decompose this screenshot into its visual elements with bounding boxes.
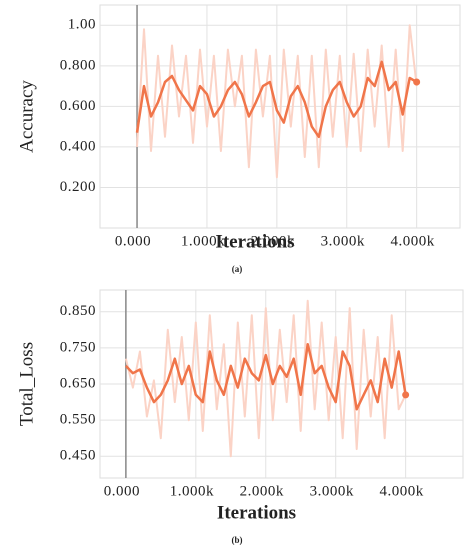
x-tick-label: 0.000	[104, 483, 140, 499]
end-point	[402, 391, 410, 399]
raw-line	[124, 299, 407, 458]
x-tick-label: 2.000k	[251, 233, 295, 249]
x-tick-label: 1.000k	[170, 483, 214, 499]
y-tick-label: 0.200	[60, 179, 96, 195]
x-tick-label: 3.000k	[310, 483, 354, 499]
x-tick-label: 2.000k	[240, 483, 284, 499]
x-tick-label: 0.000	[115, 233, 151, 249]
y-axis-title: Accuracy	[16, 80, 37, 153]
smoothed-line	[124, 342, 407, 411]
x-axis-title: Iterations	[215, 231, 294, 252]
y-tick-label: 0.550	[60, 412, 96, 428]
caption: (a)	[232, 264, 243, 274]
x-tick-label: 3.000k	[321, 233, 365, 249]
caption: (b)	[232, 535, 243, 545]
x-tick-label: 4.000k	[380, 483, 424, 499]
x-axis-title: Iterations	[217, 502, 296, 523]
x-tick-label: 1.000k	[181, 233, 225, 249]
y-tick-label: 0.850	[60, 303, 96, 319]
y-tick-label: 0.800	[60, 57, 96, 73]
y-tick-label: 0.750	[60, 339, 96, 355]
x-tick-label: 4.000k	[391, 233, 435, 249]
y-tick-label: 1.00	[68, 17, 96, 33]
y-axis-title: Total_Loss	[16, 342, 37, 426]
end-point	[413, 78, 421, 86]
y-tick-label: 0.400	[60, 138, 96, 154]
raw-line	[136, 24, 418, 179]
y-tick-label: 0.450	[60, 448, 96, 464]
y-tick-label: 0.600	[60, 98, 96, 114]
y-tick-label: 0.650	[60, 375, 96, 391]
smoothed-line	[135, 60, 418, 139]
